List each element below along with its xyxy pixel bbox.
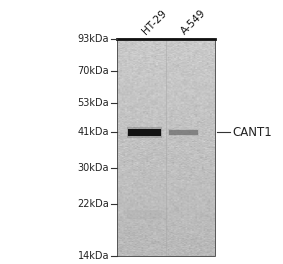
- Text: HT-29: HT-29: [140, 8, 169, 36]
- Bar: [117, 39, 215, 256]
- Text: CANT1: CANT1: [233, 126, 273, 139]
- Text: 30kDa: 30kDa: [78, 163, 109, 173]
- Text: 22kDa: 22kDa: [77, 199, 109, 209]
- Text: 41kDa: 41kDa: [78, 128, 109, 137]
- Text: 14kDa: 14kDa: [78, 251, 109, 261]
- Bar: [169, 130, 198, 135]
- Bar: [127, 210, 162, 219]
- Bar: [168, 129, 199, 136]
- Text: 53kDa: 53kDa: [78, 98, 109, 108]
- Text: A-549: A-549: [179, 7, 208, 36]
- Text: 93kDa: 93kDa: [78, 34, 109, 44]
- Bar: [127, 127, 162, 138]
- Bar: [128, 129, 161, 136]
- Text: 70kDa: 70kDa: [78, 66, 109, 76]
